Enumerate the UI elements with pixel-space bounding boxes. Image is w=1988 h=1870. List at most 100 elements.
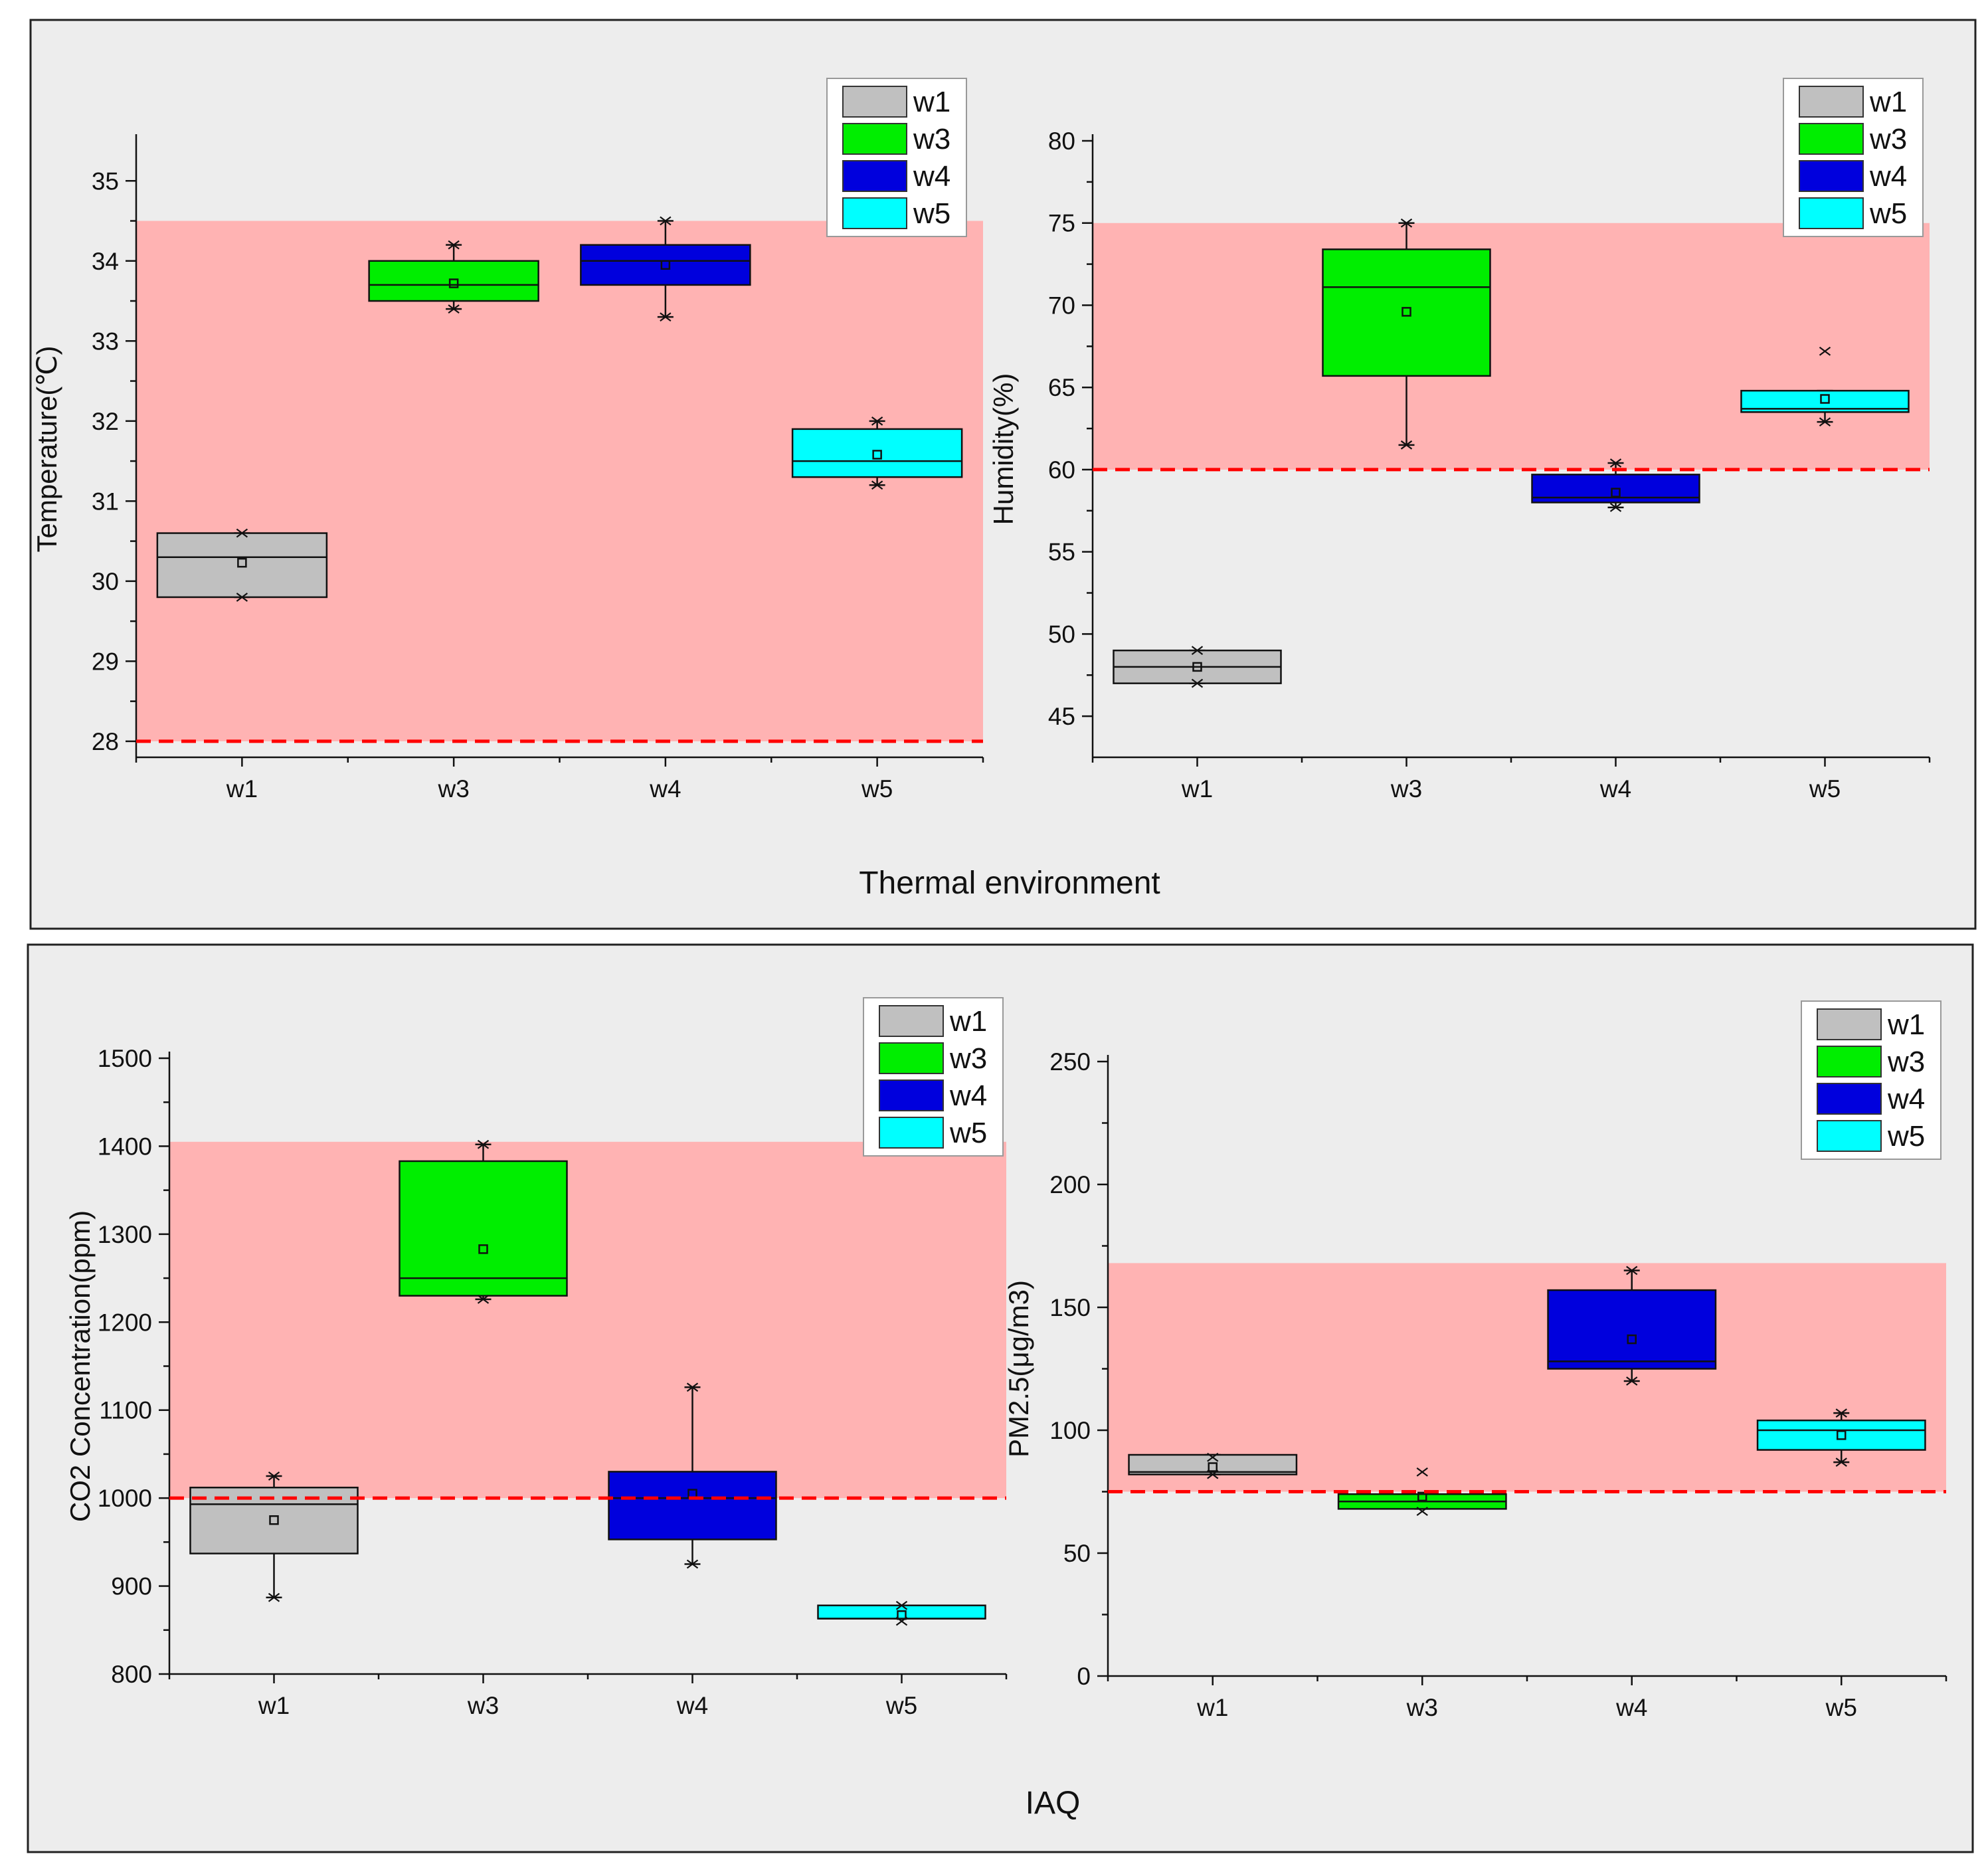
- temperature-legend: w1 w3 w4 w5: [826, 78, 967, 237]
- pm25-legend-label-w5: w5: [1887, 1120, 1925, 1153]
- pm25-box-rect: [1547, 1289, 1717, 1370]
- pm25-legend-swatch-w3: [1817, 1046, 1882, 1077]
- pm25-x-tick-label: w4: [1615, 1694, 1647, 1721]
- co2-extreme-marker: [686, 1559, 699, 1569]
- temperature-legend-swatch-w4: [842, 160, 907, 192]
- co2-legend-label-w5: w5: [949, 1117, 987, 1149]
- co2-extreme-marker: [895, 1616, 908, 1626]
- humidity-mean-marker: [1611, 488, 1621, 498]
- pm25-x-tick-label: w5: [1825, 1694, 1857, 1721]
- co2-extreme-marker: [268, 1592, 280, 1602]
- pm25-extreme-marker: [1626, 1265, 1638, 1275]
- temperature-extreme-marker: [660, 312, 672, 322]
- pm25-y-tick-label: 250: [1049, 1048, 1091, 1075]
- humidity-box-w1: [1113, 646, 1282, 688]
- temperature-extreme-marker: [236, 593, 248, 602]
- pm25-y-tick-label: 200: [1049, 1171, 1091, 1198]
- temperature-extreme-marker: [448, 304, 460, 314]
- humidity-x-tick-label: w5: [1809, 775, 1841, 802]
- pm25-extreme-marker: [1416, 1507, 1428, 1516]
- co2-extreme-stroke: [268, 1471, 280, 1481]
- pm25-legend-label-w3: w3: [1887, 1046, 1925, 1078]
- temperature-mean-marker: [237, 557, 247, 568]
- pm25-extreme-stroke: [1416, 1507, 1428, 1516]
- pm25-y-tick-label: 100: [1049, 1417, 1091, 1444]
- humidity-extreme-marker: [1191, 678, 1204, 688]
- temperature-extreme-marker: [660, 216, 672, 226]
- humidity-extreme-stroke: [1400, 440, 1413, 450]
- pm25-extreme-marker: [1416, 1467, 1428, 1477]
- co2-y-axis-label: CO2 Concentration(ppm): [64, 1210, 96, 1522]
- pm25-mean-marker: [1837, 1430, 1847, 1440]
- co2-legend-swatch-w4: [879, 1079, 944, 1111]
- co2-y-tick-label: 1500: [98, 1045, 152, 1072]
- temperature-box-w1: [156, 528, 328, 602]
- co2-legend-swatch-w5: [879, 1117, 944, 1149]
- temperature-y-tick-label: 28: [92, 728, 119, 755]
- humidity-extreme-stroke: [1609, 458, 1622, 468]
- humidity-y-tick-label: 75: [1048, 210, 1075, 237]
- co2-box-rect: [399, 1160, 568, 1297]
- pm25-extreme-marker: [1207, 1452, 1219, 1462]
- co2-extreme-stroke: [895, 1600, 908, 1610]
- co2-y-tick-label: 1000: [98, 1485, 152, 1512]
- temperature-extreme-marker: [871, 480, 883, 490]
- humidity-legend-swatch-w1: [1799, 86, 1864, 118]
- pm25-y-axis-label: PM2.5(μg/m3): [1003, 1280, 1034, 1457]
- temperature-mean-marker: [448, 278, 459, 288]
- pm25-extreme-stroke: [1835, 1408, 1847, 1418]
- co2-x-tick-label: w5: [885, 1692, 917, 1719]
- temperature-extreme-stroke: [236, 593, 248, 602]
- co2-mean-marker: [897, 1610, 907, 1620]
- co2-extreme-stroke: [477, 1139, 490, 1149]
- humidity-extreme-stroke: [1819, 346, 1831, 356]
- temperature-legend-swatch-w1: [842, 86, 907, 118]
- pm25-box-w1: [1128, 1452, 1298, 1479]
- humidity-box-w4: [1531, 458, 1700, 512]
- pm25-extreme-marker: [1835, 1408, 1847, 1418]
- co2-box-rect: [608, 1471, 777, 1541]
- pm25-legend-label-w1: w1: [1887, 1008, 1925, 1041]
- humidity-extreme-stroke: [1819, 417, 1831, 427]
- pm25-y-tick-label: 0: [1077, 1663, 1091, 1690]
- humidity-mean-marker: [1401, 307, 1411, 317]
- co2-extreme-marker: [686, 1382, 699, 1392]
- humidity-mean-marker: [1820, 394, 1830, 404]
- humidity-box-w5: [1740, 346, 1910, 427]
- temperature-box-w3: [368, 240, 539, 314]
- temperature-extreme-stroke: [871, 480, 883, 490]
- co2-shaded-band: [169, 1141, 1006, 1499]
- pm25-extreme-stroke: [1835, 1457, 1847, 1467]
- temperature-y-tick-label: 30: [92, 568, 119, 595]
- humidity-y-tick-label: 55: [1048, 539, 1075, 566]
- pm25-mean-marker: [1208, 1462, 1218, 1472]
- pm25-shaded-band: [1108, 1263, 1946, 1492]
- co2-box-w4: [608, 1382, 777, 1569]
- co2-extreme-marker: [477, 1139, 490, 1149]
- humidity-extreme-marker: [1609, 502, 1622, 512]
- pm25-extreme-stroke: [1207, 1469, 1219, 1479]
- pm25-y-tick-label: 50: [1063, 1540, 1091, 1567]
- co2-legend: w1 w3 w4 w5: [863, 997, 1004, 1157]
- pm25-legend-label-w4: w4: [1887, 1083, 1925, 1115]
- pm25-extreme-stroke: [1626, 1265, 1638, 1275]
- temperature-extreme-marker: [871, 416, 883, 426]
- temperature-box-rect: [156, 532, 328, 599]
- thermal-group-title: Thermal environment: [859, 866, 1160, 901]
- humidity-extreme-marker: [1400, 218, 1413, 228]
- humidity-extreme-marker: [1191, 646, 1204, 656]
- humidity-box-rect: [1322, 248, 1491, 377]
- humidity-y-tick-label: 65: [1048, 374, 1075, 401]
- humidity-extreme-marker: [1819, 417, 1831, 427]
- humidity-extreme-marker: [1400, 440, 1413, 450]
- temperature-box-w5: [791, 416, 963, 490]
- pm25-extreme-marker: [1207, 1469, 1219, 1479]
- temperature-box-rect: [791, 428, 963, 478]
- pm25-extreme-marker: [1626, 1376, 1638, 1386]
- humidity-extreme-stroke: [1191, 646, 1204, 656]
- temperature-legend-label-w5: w5: [913, 197, 950, 230]
- humidity-y-axis-label: Humidity(%): [988, 373, 1019, 525]
- pm25-box-w3: [1337, 1467, 1507, 1516]
- humidity-x-tick-label: w1: [1181, 775, 1213, 802]
